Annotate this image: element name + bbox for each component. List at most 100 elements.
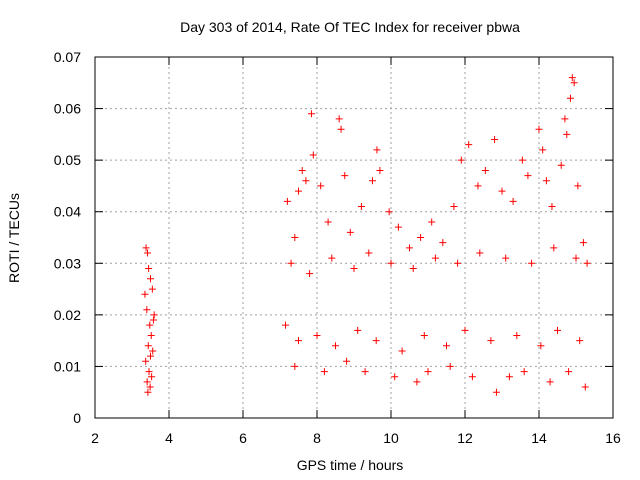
data-point [147, 331, 155, 339]
data-point [141, 290, 149, 298]
plot-frame [94, 56, 614, 419]
data-point [150, 311, 158, 319]
data-point [354, 326, 362, 334]
data-point [143, 306, 151, 314]
data-point [350, 264, 358, 272]
data-point [413, 378, 421, 386]
data-point [446, 362, 454, 370]
y-tick-label: 0.05 [54, 152, 81, 168]
data-point [149, 347, 157, 355]
chart-title: Day 303 of 2014, Rate Of TEC Index for r… [180, 19, 520, 35]
data-point [406, 244, 413, 252]
data-point [566, 94, 574, 102]
data-point [428, 218, 436, 226]
y-tick-labels: 0 0.01 0.02 0.03 0.04 0.05 0.06 0.07 [54, 49, 81, 426]
data-point [283, 197, 291, 205]
data-point [335, 115, 343, 123]
x-tick-label: 16 [605, 430, 621, 446]
x-tick-label: 6 [239, 430, 247, 446]
data-point [546, 378, 554, 386]
data-point [518, 156, 526, 164]
data-point [307, 110, 315, 118]
y-tick-label: 0.01 [54, 358, 81, 374]
data-point [576, 337, 584, 345]
x-axis-label: GPS time / hours [297, 457, 404, 473]
data-point [583, 259, 591, 267]
data-point [145, 264, 153, 272]
data-point [520, 368, 528, 376]
data-point [313, 331, 321, 339]
x-tick-label: 10 [383, 430, 399, 446]
data-point [492, 388, 500, 396]
data-point [409, 264, 417, 272]
data-point [581, 383, 589, 391]
data-point [147, 352, 154, 360]
data-point [481, 166, 489, 174]
data-point [365, 249, 373, 257]
data-point [148, 285, 156, 293]
data-point [142, 357, 150, 365]
data-point [291, 362, 299, 370]
data-point [148, 373, 156, 381]
data-point [505, 373, 513, 381]
y-tick-label: 0.07 [54, 49, 81, 65]
x-tick-label: 4 [165, 430, 173, 446]
data-point [461, 326, 469, 334]
data-point [291, 234, 299, 241]
data-point [468, 373, 476, 381]
data-point [454, 259, 462, 267]
data-points [141, 74, 591, 396]
data-point [302, 177, 310, 185]
data-point [557, 161, 565, 169]
data-point [369, 177, 376, 185]
data-point [145, 368, 153, 376]
data-point [579, 239, 587, 247]
data-point [528, 259, 536, 267]
data-point [561, 115, 569, 123]
data-point [554, 326, 561, 334]
data-point [417, 234, 425, 241]
data-point [328, 254, 336, 262]
data-point [147, 275, 154, 283]
data-point [287, 259, 295, 267]
y-tick-label: 0.02 [54, 307, 81, 323]
data-point [537, 342, 545, 350]
y-axis-label: ROTI / TECUs [6, 193, 22, 283]
data-point [465, 141, 473, 149]
data-point [524, 172, 532, 180]
data-point [420, 331, 428, 339]
data-point [568, 74, 576, 82]
data-point [474, 182, 482, 190]
axis-ticks [94, 56, 614, 419]
data-point [565, 368, 573, 376]
data-point [570, 79, 578, 87]
data-point [142, 244, 150, 252]
x-tick-label: 8 [313, 430, 321, 446]
data-point [542, 177, 550, 185]
data-point [144, 342, 152, 350]
data-point [298, 166, 306, 174]
data-point [476, 249, 484, 257]
data-point [324, 218, 332, 226]
data-point [361, 368, 369, 376]
data-point [385, 208, 393, 216]
data-point [535, 125, 543, 133]
data-point [282, 321, 290, 329]
x-tick-label: 14 [531, 430, 547, 446]
data-point [373, 146, 381, 154]
data-point [144, 388, 152, 396]
data-point [443, 342, 450, 350]
data-point [550, 244, 558, 252]
data-point [341, 172, 349, 180]
data-point [563, 130, 571, 138]
data-point [509, 197, 517, 205]
data-point [502, 254, 510, 262]
data-point [317, 182, 325, 190]
data-point [295, 337, 302, 345]
data-point [320, 368, 328, 376]
data-point [498, 187, 506, 195]
data-point [343, 357, 351, 365]
data-point [394, 223, 402, 231]
